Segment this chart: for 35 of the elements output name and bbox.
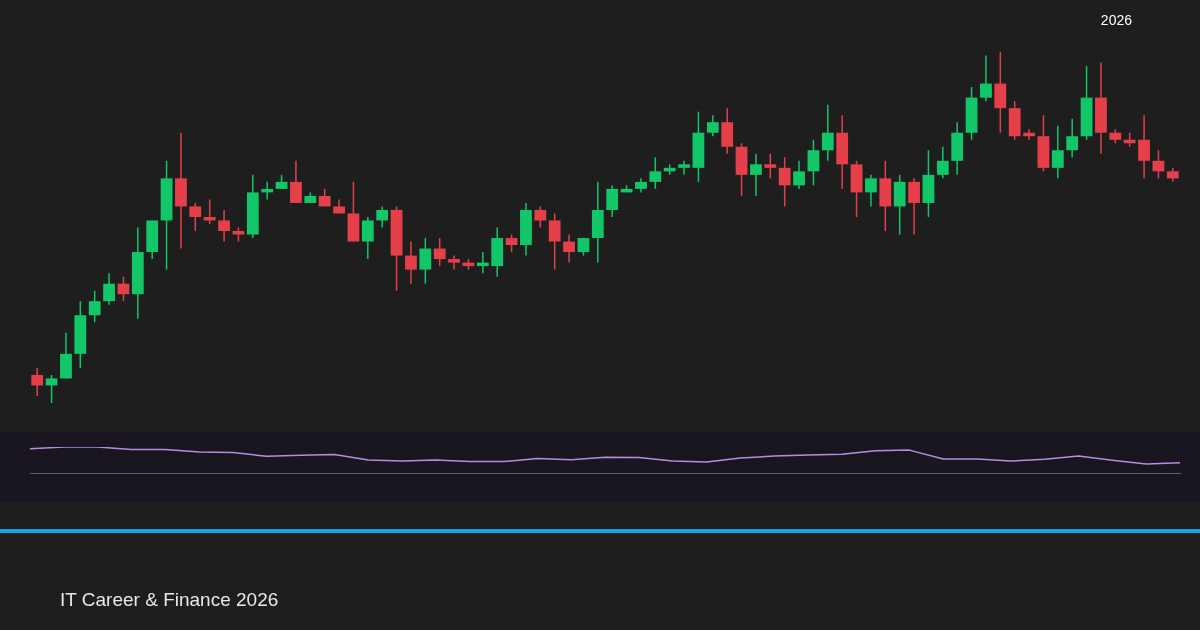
candlestick bbox=[88, 289, 101, 324]
candlestick bbox=[376, 205, 389, 229]
candlestick bbox=[821, 103, 834, 162]
candlestick bbox=[980, 54, 992, 102]
candlestick bbox=[1138, 114, 1150, 180]
candlestick bbox=[649, 156, 662, 190]
candlestick bbox=[563, 233, 575, 264]
candlestick bbox=[31, 367, 44, 397]
candlestick bbox=[865, 174, 877, 208]
candlestick bbox=[45, 374, 58, 404]
candlestick bbox=[419, 237, 432, 285]
text: IT Career & Finance 2026 bbox=[60, 589, 279, 611]
candlestick bbox=[103, 272, 115, 306]
candlestick bbox=[807, 139, 820, 187]
candlestick bbox=[764, 153, 777, 180]
text: 2026 bbox=[1100, 12, 1132, 28]
candlestick bbox=[1066, 117, 1079, 159]
candlestick bbox=[548, 212, 561, 271]
candlestick bbox=[1051, 124, 1064, 180]
candlestick bbox=[218, 209, 230, 243]
candlestick bbox=[606, 184, 619, 218]
candlestick bbox=[290, 160, 302, 204]
candlestick bbox=[936, 146, 949, 180]
candlestick bbox=[534, 205, 547, 229]
candlestick bbox=[706, 114, 719, 137]
candlestick bbox=[433, 237, 446, 267]
candlestick bbox=[750, 153, 762, 197]
candlestick bbox=[405, 240, 417, 285]
candlestick bbox=[361, 216, 374, 260]
candlestick bbox=[793, 160, 805, 190]
candlestick bbox=[678, 160, 690, 176]
candlestick bbox=[448, 254, 460, 271]
candlestick bbox=[189, 202, 202, 232]
candlestick bbox=[778, 156, 791, 208]
candlestick bbox=[908, 177, 920, 236]
